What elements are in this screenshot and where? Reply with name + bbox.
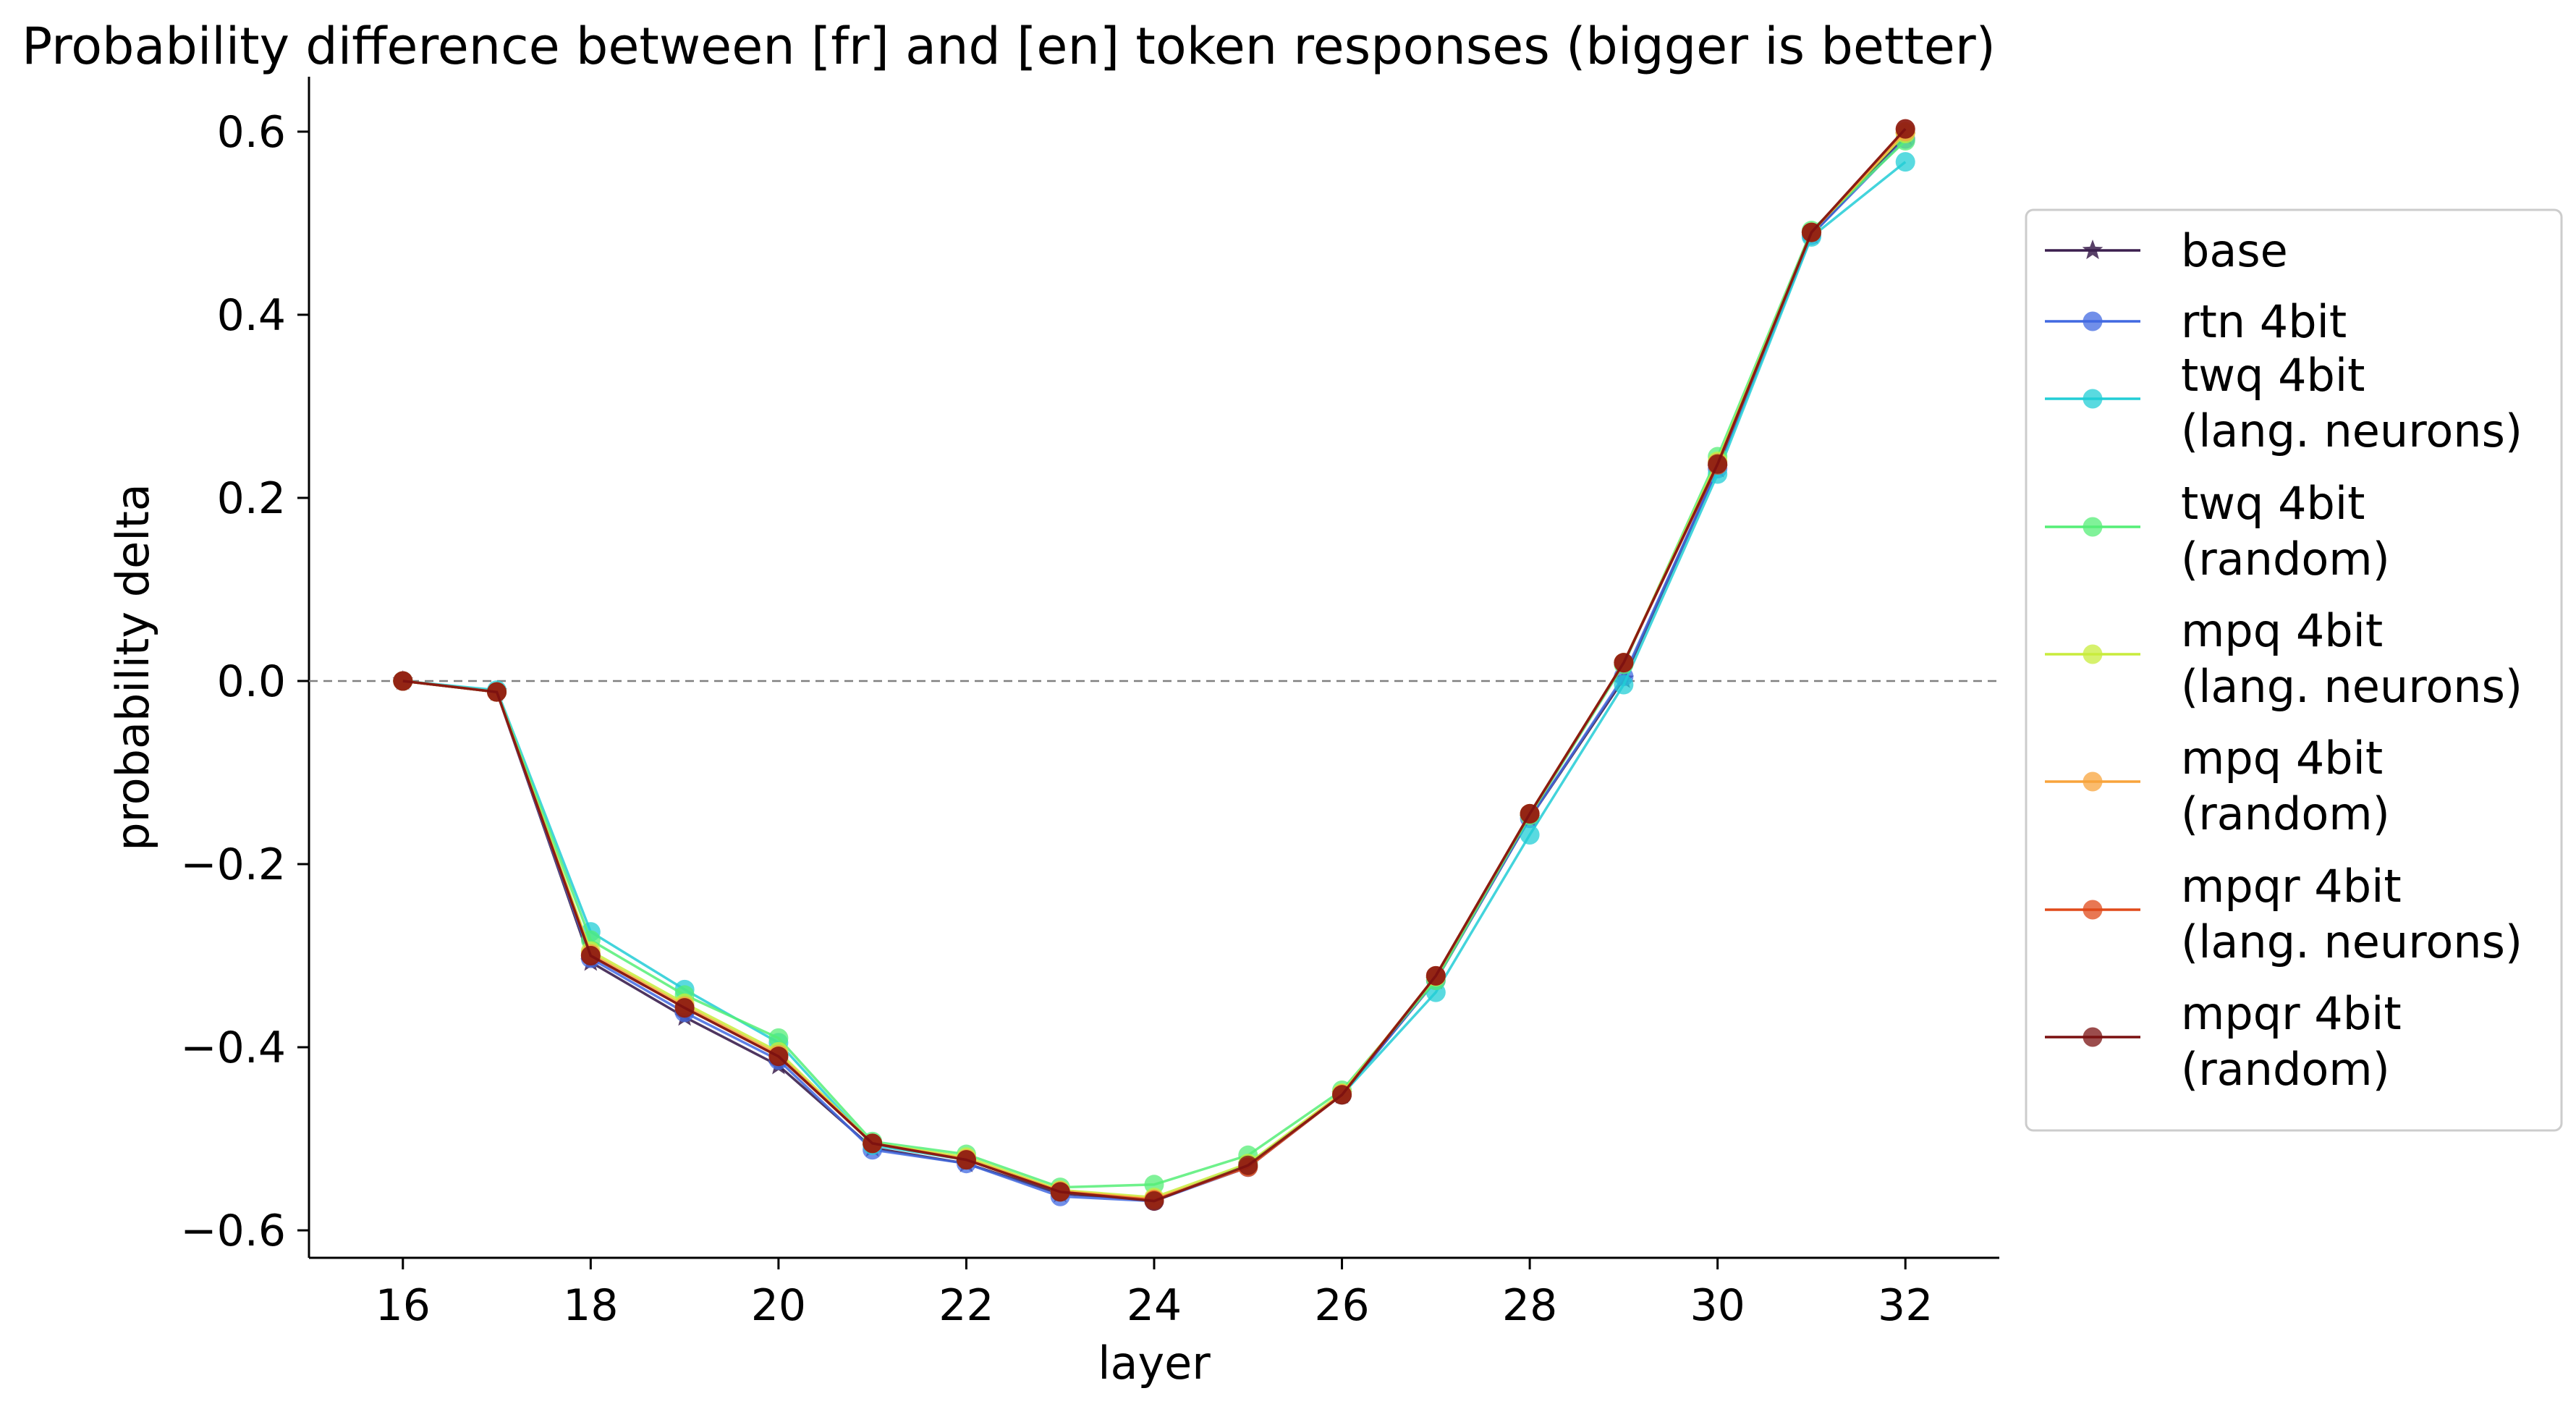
data-point [1144,1191,1164,1211]
y-tick-label: −0.6 [180,1206,286,1256]
x-tick-label: 28 [1502,1280,1557,1331]
legend-label: (random) [2181,533,2390,585]
legend-swatch-marker [2083,771,2103,792]
data-point [1332,1085,1352,1105]
x-tick-label: 32 [1878,1280,1933,1331]
chart-title: Probability difference between [fr] and … [22,17,1996,76]
legend-label: mpqr 4bit [2181,860,2402,913]
data-point [768,1046,789,1067]
data-point [1801,222,1821,242]
y-tick-label: −0.4 [180,1023,286,1073]
y-tick-label: 0.6 [217,107,286,158]
data-point [393,671,413,691]
legend-box [2025,208,2563,1132]
legend-label: (lang. neurons) [2181,915,2522,968]
axes: 16 18 20 22 24 26 28 30 32 −0.6 −0.4 −0.2 0.0 0.2 0.4 0… [106,77,1999,1390]
series-line [402,138,1907,1203]
legend-entry: mpq 4bit(lang. neurons) [2045,604,2522,713]
series-base [392,125,1916,1209]
series-line [402,132,1907,1199]
data-point [1614,674,1634,695]
data-point [1520,803,1540,824]
x-tick-label: 20 [751,1280,806,1331]
series-mpq-4bit-random [393,122,1915,1209]
legend-label: (lang. neurons) [2181,660,2522,713]
legend-label: (random) [2181,787,2390,840]
legend-label: twq 4bit [2181,349,2365,402]
legend-label: mpq 4bit [2181,732,2383,785]
legend-swatch-marker [2083,644,2103,664]
legend-label: base [2181,224,2288,277]
series-mpqr-4bit-random [393,119,1915,1211]
legend-label: rtn 4bit [2181,295,2347,348]
series-line [402,140,1907,1189]
data-point [1614,653,1634,673]
y-tick-label: 0.4 [217,290,286,341]
x-tick-label: 24 [1127,1280,1182,1331]
legend-swatch-marker [2082,240,2103,260]
legend-entry: rtn 4bit [2045,295,2347,348]
x-axis-label: layer [1098,1337,1211,1390]
legend-swatch-marker [2083,389,2103,409]
legend-label: mpq 4bit [2181,604,2383,657]
legend-swatch-marker [2083,517,2103,537]
legend-swatch-marker [2083,900,2103,920]
y-tick-label: 0.0 [217,656,286,707]
legend-entry: mpq 4bit(random) [2045,732,2390,840]
data-point [1520,825,1540,845]
legend-label: (lang. neurons) [2181,405,2522,457]
data-point [768,1028,789,1048]
y-tick-label: −0.2 [180,840,286,890]
legend-entry: mpqr 4bit(random) [2045,987,2402,1096]
legend-label: twq 4bit [2181,477,2365,530]
x-tick-label: 30 [1690,1280,1745,1331]
data-point [1238,1155,1258,1175]
series-twq-4bit-random [393,131,1915,1198]
data-point [1425,965,1446,986]
x-tick-label: 26 [1314,1280,1369,1331]
series-line [402,127,1907,1203]
data-point [1050,1182,1070,1202]
series-line [402,127,1907,1202]
data-point [580,946,601,966]
data-point [863,1133,883,1154]
series-mpqr-4bit-lang-neurons [393,119,1915,1210]
legend-swatch-marker [2083,1027,2103,1047]
series-group [392,119,1916,1211]
data-point [956,1150,976,1170]
data-point [487,682,507,702]
legend-label: mpqr 4bit [2181,987,2402,1040]
data-point [1895,119,1915,139]
legend-entry: twq 4bit(lang. neurons) [2045,349,2522,457]
series-line [402,135,1907,1202]
series-mpq-4bit-lang-neurons [393,123,1915,1208]
y-tick-label: 0.2 [217,473,286,524]
legend-entry: twq 4bit(random) [2045,477,2390,585]
legend-entry: mpqr 4bit(lang. neurons) [2045,860,2522,968]
series-rtn-4bit [393,129,1915,1211]
legend-entry: base [2045,224,2288,277]
data-point [674,998,695,1018]
series-line [402,130,1907,1201]
x-tick-label: 16 [376,1280,431,1331]
data-point [1895,152,1915,172]
legend-swatch-marker [2083,311,2103,331]
data-point [1708,454,1728,474]
x-tick-label: 18 [563,1280,618,1331]
y-axis-label: probability delta [106,483,159,851]
x-tick-label: 22 [939,1280,993,1331]
legend-label: (random) [2181,1043,2390,1096]
